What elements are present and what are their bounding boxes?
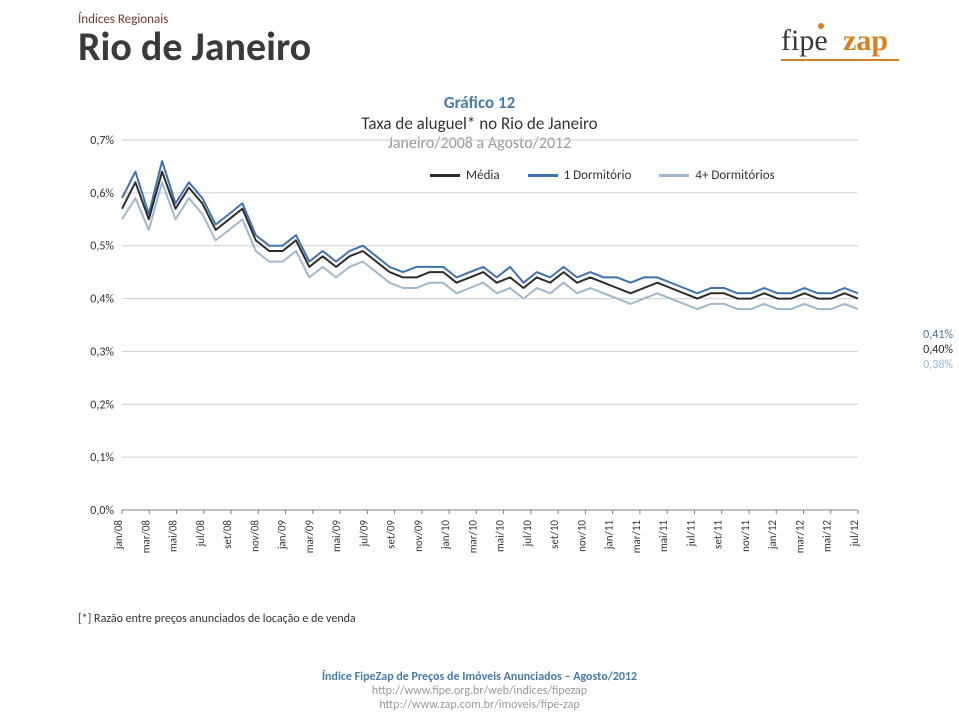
- svg-text:mar/11: mar/11: [630, 520, 643, 554]
- svg-text:mar/08: mar/08: [139, 520, 152, 554]
- chart-number: Gráfico 12: [0, 92, 959, 113]
- svg-text:jan/09: jan/09: [276, 520, 289, 551]
- legend-item-1dorm: 1 Dormitório: [528, 168, 632, 183]
- footer-link-2: http://www.zap.com.br/imoveis/fipe-zap: [0, 698, 959, 712]
- logo-dot-icon: [818, 23, 824, 29]
- legend-swatch-4dorm: [659, 174, 689, 177]
- svg-text:jul/12: jul/12: [848, 520, 861, 548]
- legend-label: 1 Dormitório: [564, 168, 632, 183]
- svg-text:mai/08: mai/08: [167, 520, 180, 552]
- page-header: Índices Regionais Rio de Janeiro: [78, 12, 311, 67]
- svg-text:nov/11: nov/11: [739, 520, 752, 552]
- legend-swatch-media: [430, 174, 460, 177]
- svg-text:0,4%: 0,4%: [90, 293, 114, 307]
- svg-text:mai/11: mai/11: [657, 520, 670, 552]
- footer-link-1: http://www.fipe.org.br/web/indices/fipez…: [0, 684, 959, 698]
- page-footer: Índice FipeZap de Preços de Imóveis Anun…: [0, 670, 959, 712]
- logo-svg: fipe zap: [781, 18, 921, 68]
- svg-text:0,0%: 0,0%: [90, 504, 114, 518]
- svg-text:jan/12: jan/12: [766, 520, 779, 551]
- svg-text:0,5%: 0,5%: [90, 240, 114, 254]
- svg-text:jul/11: jul/11: [684, 520, 697, 548]
- end-label-3: 0,38%: [923, 358, 953, 373]
- legend-item-media: Média: [430, 168, 500, 183]
- svg-text:set/08: set/08: [221, 520, 234, 549]
- svg-text:jan/10: jan/10: [439, 520, 452, 551]
- svg-text:mar/10: mar/10: [466, 520, 479, 554]
- svg-text:mai/12: mai/12: [821, 520, 834, 552]
- svg-text:nov/09: nov/09: [412, 520, 425, 552]
- svg-text:nov/08: nov/08: [248, 520, 261, 552]
- svg-text:mai/10: mai/10: [494, 520, 507, 552]
- fipezap-logo: fipe zap: [781, 18, 921, 73]
- svg-text:jul/10: jul/10: [521, 520, 534, 548]
- svg-text:mar/09: mar/09: [303, 520, 316, 554]
- logo-zap: zap: [843, 24, 888, 57]
- svg-text:0,7%: 0,7%: [90, 134, 114, 148]
- legend-label: 4+ Dormitórios: [695, 168, 774, 183]
- chart-legend: Média 1 Dormitório 4+ Dormitórios: [430, 168, 775, 183]
- series-end-labels: 0,41% 0,40% 0,38%: [923, 328, 953, 373]
- legend-label: Média: [466, 168, 500, 183]
- svg-text:0,2%: 0,2%: [90, 398, 114, 412]
- svg-text:0,1%: 0,1%: [90, 451, 114, 465]
- line-chart: 0,0% 0,1% 0,2% 0,3% 0,4% 0,5% 0,6% 0,7% jan/08 ma…: [78, 130, 908, 570]
- legend-swatch-1dorm: [528, 174, 558, 177]
- svg-text:jan/11: jan/11: [603, 520, 616, 551]
- svg-text:set/10: set/10: [548, 520, 561, 549]
- footer-title: Índice FipeZap de Preços de Imóveis Anun…: [0, 670, 959, 684]
- end-label-2: 0,40%: [923, 343, 953, 358]
- city-title: Rio de Janeiro: [78, 27, 311, 67]
- svg-text:mai/09: mai/09: [330, 520, 343, 552]
- svg-text:set/09: set/09: [385, 520, 398, 549]
- chart-footnote: [*] Razão entre preços anunciados de loc…: [78, 612, 356, 626]
- svg-text:jul/08: jul/08: [194, 520, 207, 548]
- svg-text:mar/12: mar/12: [793, 520, 806, 554]
- svg-text:0,3%: 0,3%: [90, 345, 114, 359]
- svg-text:0,6%: 0,6%: [90, 187, 114, 201]
- svg-text:jan/08: jan/08: [112, 520, 125, 551]
- svg-text:nov/10: nov/10: [575, 520, 588, 552]
- svg-text:jul/09: jul/09: [357, 520, 370, 548]
- end-label-1: 0,41%: [923, 328, 953, 343]
- svg-text:set/11: set/11: [712, 520, 725, 549]
- legend-item-4dorm: 4+ Dormitórios: [659, 168, 774, 183]
- chart-canvas: 0,0% 0,1% 0,2% 0,3% 0,4% 0,5% 0,6% 0,7% jan/08 ma…: [78, 130, 908, 600]
